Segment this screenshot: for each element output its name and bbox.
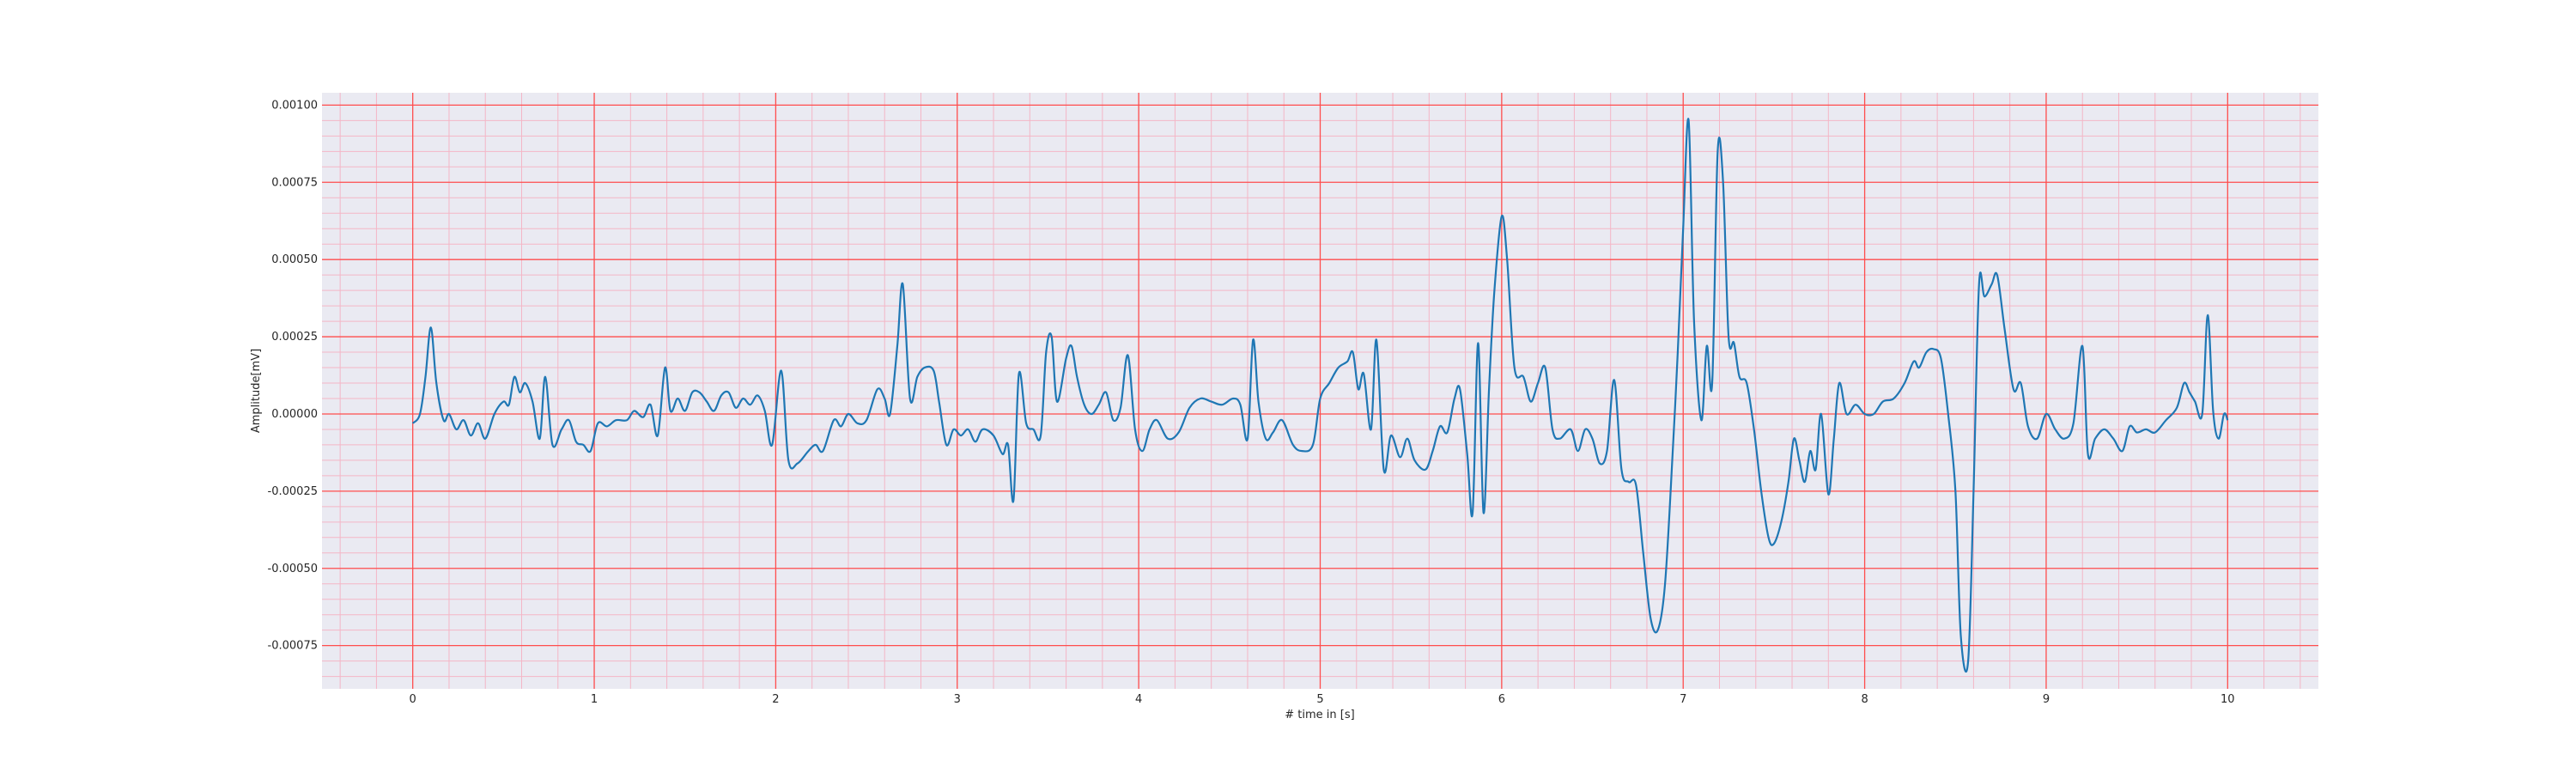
x-tick-label: 2	[772, 693, 779, 706]
x-tick-label: 0	[410, 693, 416, 706]
y-tick-label: 0.00100	[271, 99, 318, 112]
y-tick-label: 0.00025	[271, 331, 318, 344]
x-tick-label: 6	[1498, 693, 1505, 706]
y-tick-label: 0.00075	[271, 176, 318, 189]
x-tick-label: 5	[1316, 693, 1323, 706]
y-tick-label: -0.00075	[268, 640, 318, 653]
y-tick-label: -0.00025	[268, 485, 318, 498]
x-axis-label: # time in [s]	[1285, 709, 1354, 721]
x-tick-label: 8	[1861, 693, 1868, 706]
y-axis-label: Amplitude[mV]	[250, 349, 263, 433]
y-axis-ticks: -0.00075 -0.00050 -0.00025 0.00000 0.00025 0.…	[268, 99, 318, 652]
x-tick-label: 10	[2221, 693, 2235, 706]
y-tick-label: 0.00000	[271, 408, 318, 421]
series-line	[411, 118, 2229, 673]
series-layer	[411, 118, 2229, 673]
x-tick-label: 9	[2043, 693, 2050, 706]
major-grid	[322, 93, 2318, 689]
y-tick-label: -0.00050	[268, 563, 318, 575]
x-tick-label: 1	[591, 693, 598, 706]
x-tick-label: 4	[1135, 693, 1142, 706]
x-axis-ticks: 0 1 2 3 4 5 6 7 8 9 10	[410, 693, 2235, 706]
x-tick-label: 7	[1680, 693, 1686, 706]
y-tick-label: 0.00050	[271, 253, 318, 266]
x-tick-label: 3	[954, 693, 961, 706]
